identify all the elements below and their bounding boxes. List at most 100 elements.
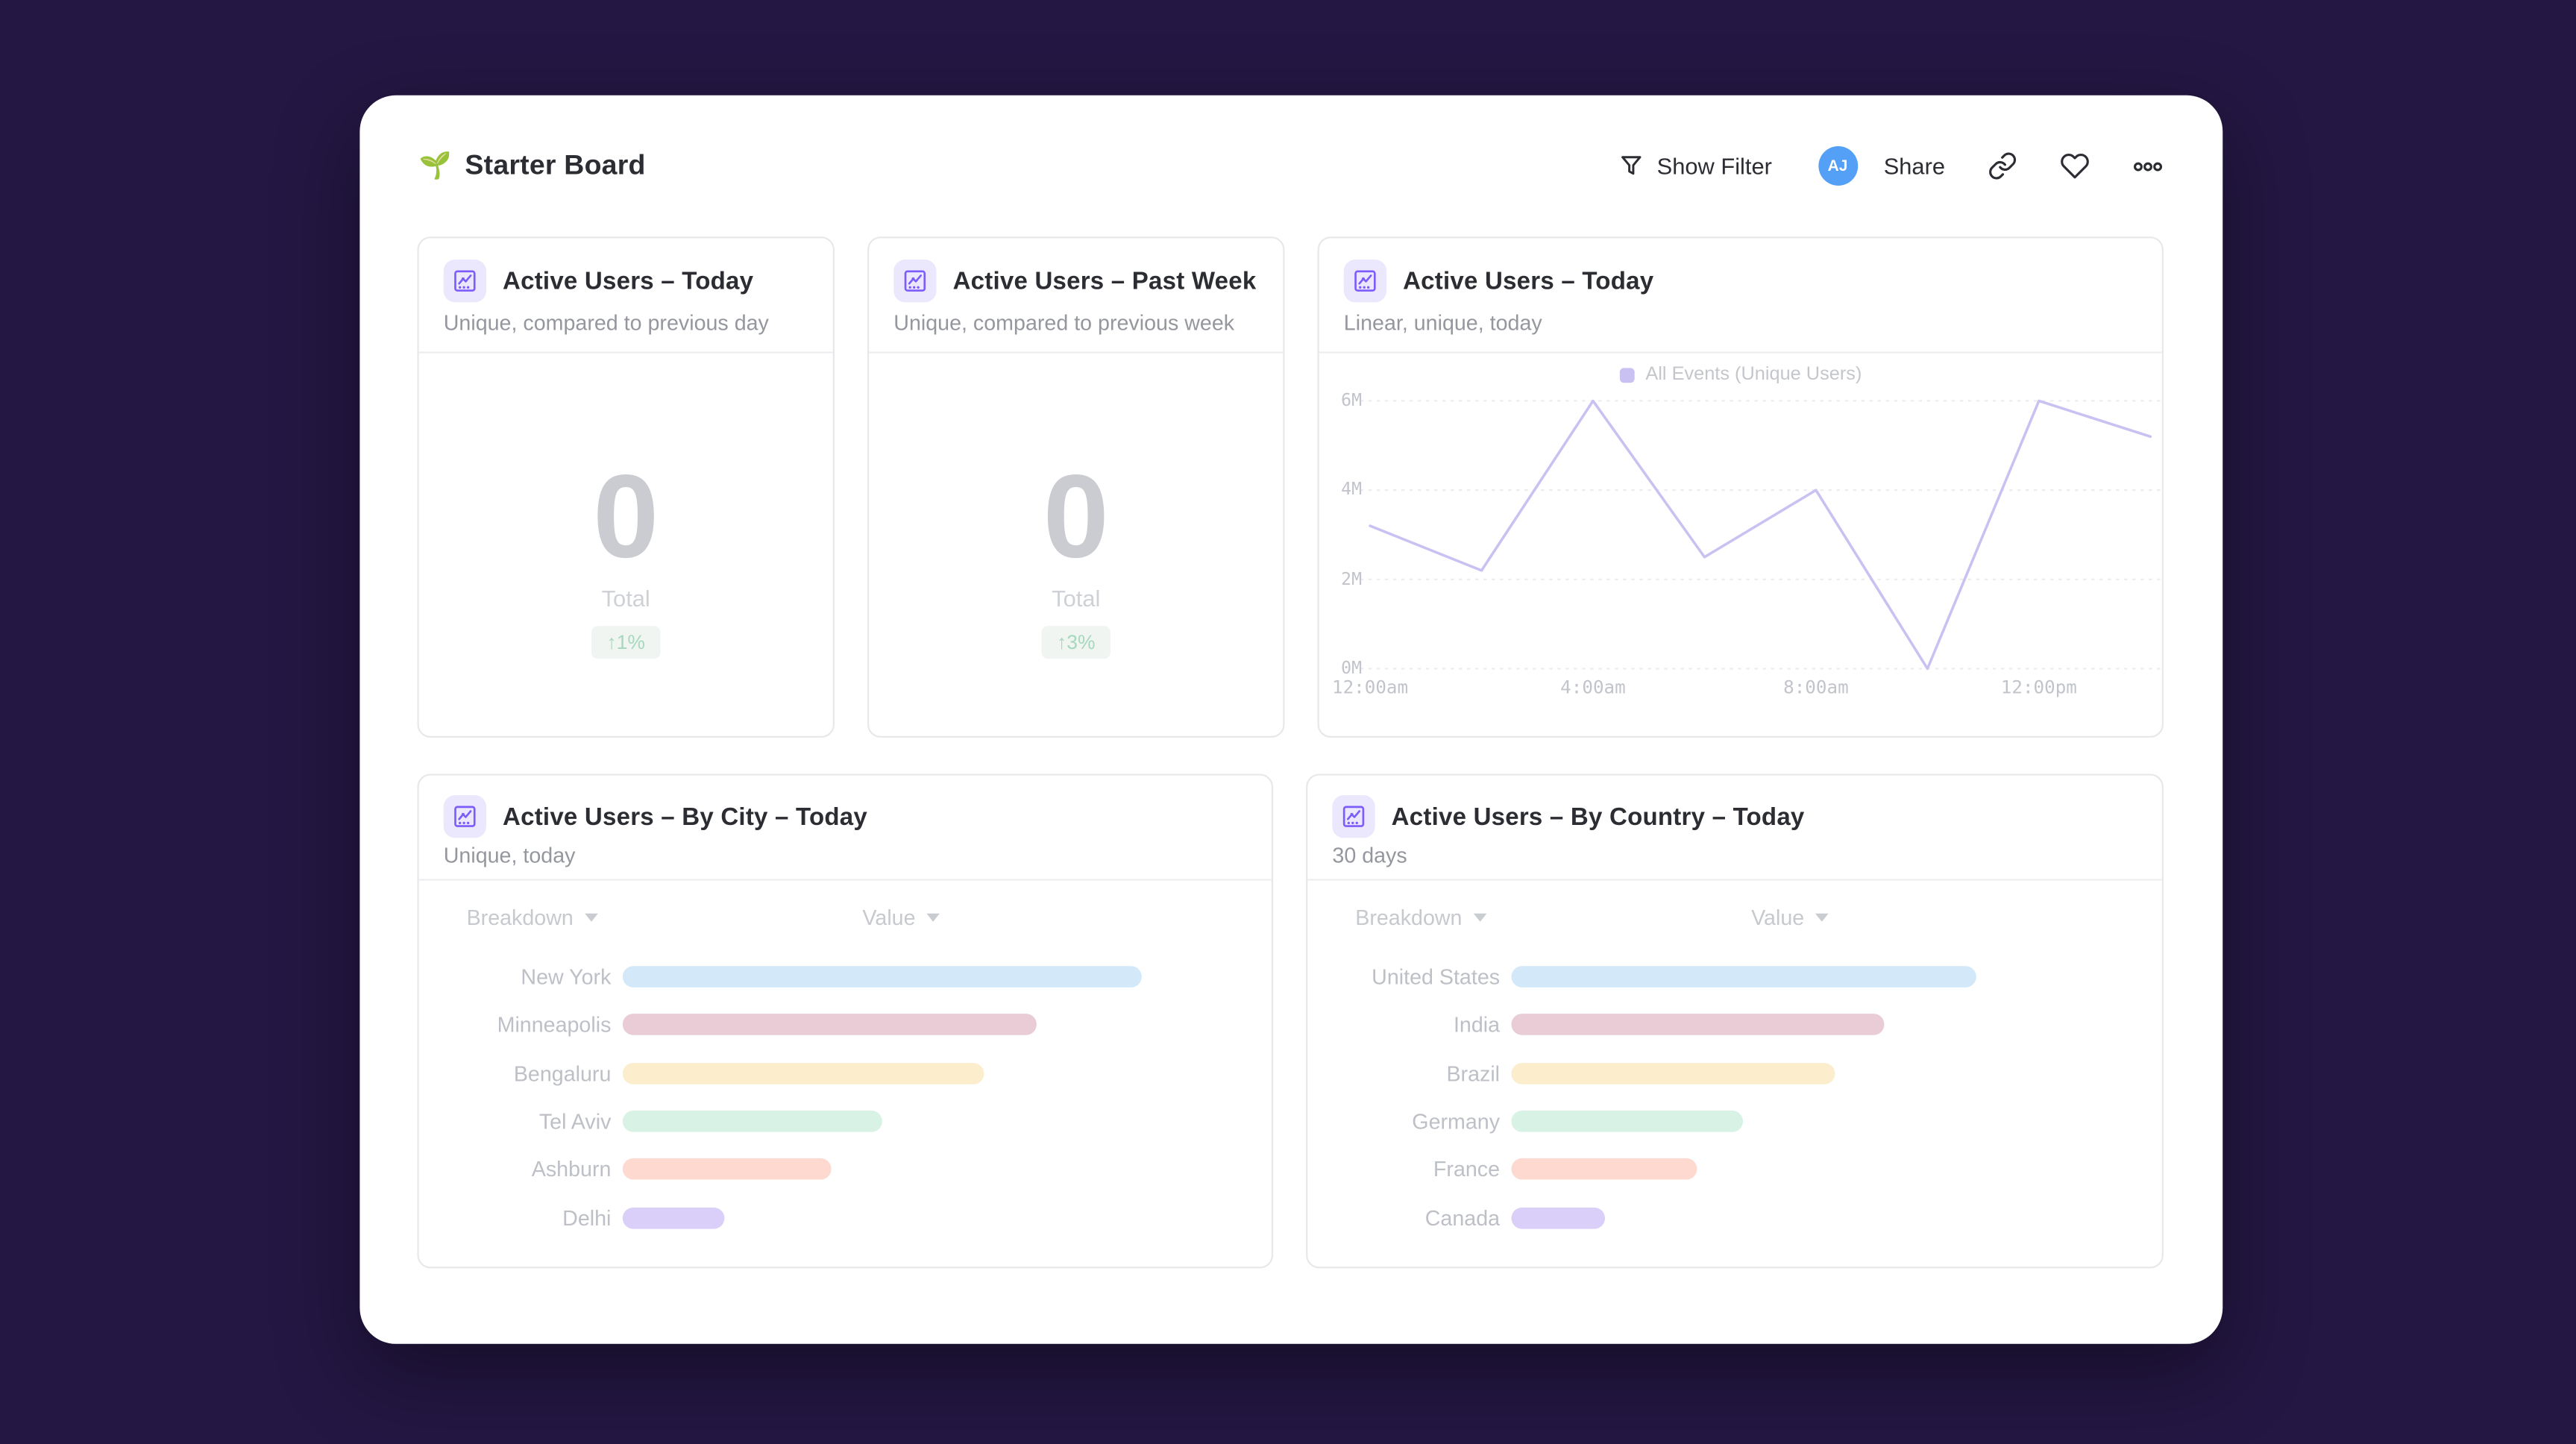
board-title-text: Starter Board <box>465 149 646 181</box>
dashboard-header: 🌱 Starter Board Show Filter AJ Share <box>419 95 2164 236</box>
column-header-label: Value <box>1751 904 1805 929</box>
value-bar[interactable] <box>1511 1111 1744 1132</box>
show-filter-button[interactable]: Show Filter <box>1618 153 1772 179</box>
row-label: Germany <box>1412 1108 1501 1134</box>
panel-header: Active Users – By City – Today Unique, t… <box>418 776 1272 881</box>
table-rows: United States India Brazil Germany France Can… <box>1307 953 2161 1242</box>
more-options-button[interactable] <box>2132 151 2164 182</box>
value-bar[interactable] <box>622 966 1142 988</box>
metric-value: 0 <box>593 451 659 583</box>
table-rows: New York Minneapolis Bengaluru Tel Aviv Ashb… <box>419 953 1272 1242</box>
panel-title[interactable]: Active Users – Past Week <box>952 266 1257 295</box>
metric-value: 0 <box>1043 451 1109 583</box>
panel-title[interactable]: Active Users – By Country – Today <box>1391 803 1805 831</box>
column-header-value[interactable]: Value <box>862 905 940 929</box>
page-title: 🌱 Starter Board <box>419 149 646 182</box>
row-label: Bengaluru <box>513 1061 612 1086</box>
seedling-emoji-icon: 🌱 <box>418 152 452 181</box>
x-axis-tick-label: 4:00am <box>1560 677 1626 699</box>
column-header-breakdown[interactable]: Breakdown <box>467 905 598 929</box>
value-bar[interactable] <box>622 1111 882 1132</box>
row-label: Tel Aviv <box>538 1108 612 1134</box>
breakdown-table: Breakdown Value United States India Brazil… <box>1307 881 2161 1267</box>
column-header-label: Value <box>862 904 916 929</box>
table-row: United States <box>1307 953 2161 1002</box>
panel-title[interactable]: Active Users – Today <box>503 266 754 295</box>
panel-header: Active Users – Past Week Unique, compare… <box>869 238 1284 354</box>
panel-active-users-today: Active Users – Today Unique, compared to… <box>417 236 835 738</box>
legend-label: All Events (Unique Users) <box>1645 364 1862 385</box>
y-axis-tick-label: 2M <box>1341 569 1363 590</box>
value-bar[interactable] <box>1511 1158 1697 1181</box>
panel-active-users-by-country: Active Users – By Country – Today 30 day… <box>1306 773 2164 1269</box>
row-label: India <box>1453 1012 1501 1038</box>
row-label: New York <box>521 964 612 990</box>
line-series[interactable] <box>1369 399 2152 671</box>
metric-body: 0 Total ↑3% <box>869 354 1283 736</box>
share-label: Share <box>1883 152 1945 180</box>
panel-title[interactable]: Active Users – By City – Today <box>503 803 867 831</box>
y-axis-tick-label: 4M <box>1341 480 1363 500</box>
row-label: Ashburn <box>531 1157 612 1182</box>
value-bar[interactable] <box>622 1062 984 1084</box>
value-bar[interactable] <box>622 1207 725 1228</box>
panel-subtitle: Unique, today <box>443 842 576 868</box>
filter-funnel-icon <box>1618 153 1644 179</box>
avatar[interactable]: AJ <box>1818 146 1858 186</box>
panel-subtitle: Unique, compared to previous day <box>443 310 769 336</box>
header-actions: Show Filter AJ Share <box>1618 146 2164 186</box>
panel-header: Active Users – Today Linear, unique, tod… <box>1319 238 2162 354</box>
metric-label: Total <box>601 585 650 612</box>
x-axis-tick-label: 8:00am <box>1783 677 1849 699</box>
row-label: United States <box>1372 964 1501 990</box>
dashboard-card: 🌱 Starter Board Show Filter AJ Share <box>359 95 2223 1344</box>
panel-header: Active Users – By Country – Today 30 day… <box>1307 776 2162 881</box>
column-header-breakdown[interactable]: Breakdown <box>1355 904 1487 929</box>
value-bar[interactable] <box>1511 966 1976 988</box>
chart-icon <box>1332 795 1375 838</box>
metric-label: Total <box>1052 585 1101 612</box>
breakdown-table: Breakdown Value New York Minneapolis Benga… <box>419 881 1272 1267</box>
table-row: Germany <box>1307 1097 2161 1146</box>
link-icon <box>1989 152 2017 180</box>
delta-badge: ↑3% <box>1042 626 1110 659</box>
share-button[interactable]: Share <box>1884 153 1945 179</box>
value-bar[interactable] <box>622 1014 1037 1036</box>
value-bar[interactable] <box>1511 1207 1606 1228</box>
metric-body: 0 Total ↑1% <box>419 354 833 736</box>
panel-subtitle: 30 days <box>1332 842 1407 868</box>
column-header-value[interactable]: Value <box>1751 905 1829 929</box>
table-row: India <box>1307 1001 2161 1049</box>
favorite-button[interactable] <box>2060 151 2090 181</box>
panel-subtitle: Linear, unique, today <box>1343 310 1542 336</box>
chart-icon <box>893 260 937 303</box>
column-header-label: Breakdown <box>466 904 574 929</box>
value-bar[interactable] <box>1511 1062 1835 1084</box>
value-bar[interactable] <box>1511 1014 1885 1036</box>
row-label: Delhi <box>562 1205 612 1230</box>
table-row: Bengaluru <box>419 1049 1272 1098</box>
table-row: Minneapolis <box>419 1001 1272 1049</box>
x-axis-tick-label: 12:00pm <box>2000 677 2077 699</box>
copy-link-button[interactable] <box>1988 151 2017 181</box>
x-axis-tick-label: 12:00am <box>1331 677 1409 699</box>
y-axis-tick-label: 6M <box>1341 391 1363 411</box>
line-chart-canvas[interactable] <box>1319 354 2166 740</box>
value-bar[interactable] <box>622 1158 832 1181</box>
table-row: Tel Aviv <box>419 1097 1272 1146</box>
row-label: France <box>1433 1157 1501 1182</box>
row-label: Brazil <box>1446 1061 1501 1086</box>
table-header-row: Breakdown Value <box>1307 881 2161 953</box>
panel-title[interactable]: Active Users – Today <box>1403 266 1654 295</box>
show-filter-label: Show Filter <box>1656 152 1772 180</box>
y-axis-tick-label: 0M <box>1341 659 1363 679</box>
line-chart: All Events (Unique Users) 0M 2M 4M 6M 12:00a… <box>1319 354 2166 740</box>
chart-icon <box>443 260 486 303</box>
sort-caret-icon <box>1473 912 1487 921</box>
table-row: Brazil <box>1307 1049 2161 1098</box>
column-header-label: Breakdown <box>1355 904 1463 929</box>
row-label: Minneapolis <box>497 1012 612 1038</box>
legend-item[interactable]: All Events (Unique Users) <box>1319 365 2162 384</box>
panel-active-users-today-chart: Active Users – Today Linear, unique, tod… <box>1317 236 2166 740</box>
